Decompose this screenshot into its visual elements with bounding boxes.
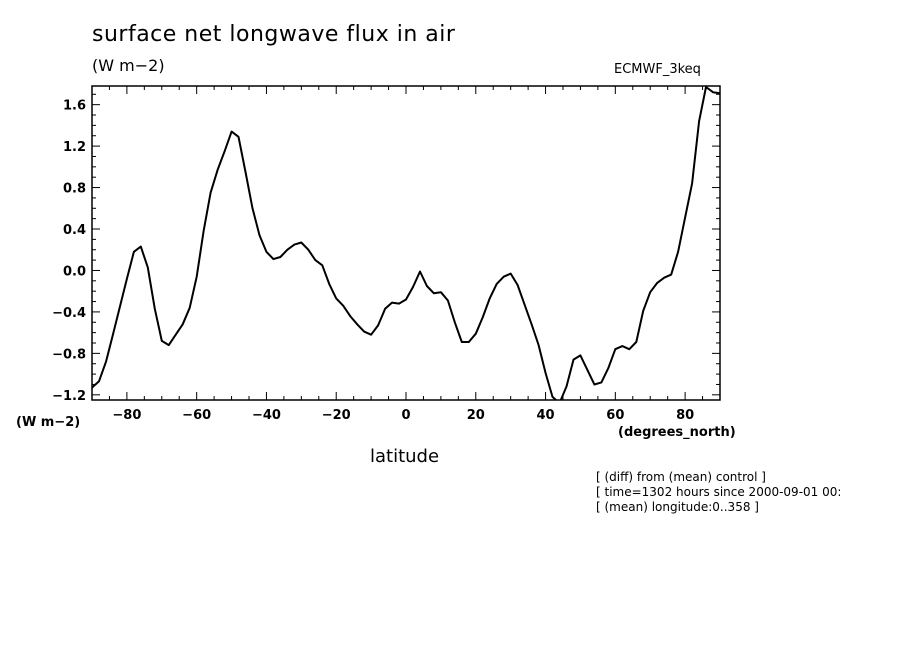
y-tick-label: 0.4	[63, 223, 86, 238]
dataset-label: ECMWF_3keq	[614, 62, 701, 77]
x-tick-label: 80	[676, 408, 694, 423]
x-axis-label: latitude	[370, 446, 440, 467]
series-line	[92, 86, 720, 400]
x-tick-label: −20	[322, 408, 351, 423]
x-tick-label: 40	[537, 408, 555, 423]
x-axis-units: (degrees_north)	[618, 425, 736, 440]
note-line: [ time=1302 hours since 2000-09-01 00:	[596, 485, 842, 499]
x-tick-label: −40	[252, 408, 281, 423]
chart-title: surface net longwave flux in air	[92, 22, 456, 47]
y-tick-label: −0.8	[52, 347, 86, 362]
x-tick-label: −60	[182, 408, 211, 423]
note-line: [ (mean) longitude:0..358 ]	[596, 500, 759, 514]
x-tick-label: 60	[606, 408, 624, 423]
y-tick-label: 0.0	[63, 264, 86, 279]
y-tick-label: 1.6	[63, 99, 86, 114]
x-tick-label: 0	[401, 408, 410, 423]
y-tick-label: −1.2	[52, 389, 86, 404]
note-line: [ (diff) from (mean) control ]	[596, 470, 766, 484]
plot-frame	[91, 85, 721, 401]
notes-block: [ (diff) from (mean) control ] [ time=13…	[596, 470, 841, 515]
y-tick-label: 1.2	[63, 140, 86, 155]
x-tick-label: −80	[112, 408, 141, 423]
chart-units: (W m−2)	[92, 56, 165, 75]
x-tick-label: 20	[467, 408, 485, 423]
y-tick-label: −0.4	[52, 306, 86, 321]
y-tick-label: 0.8	[63, 182, 86, 197]
y-axis-units: (W m−2)	[16, 415, 81, 430]
